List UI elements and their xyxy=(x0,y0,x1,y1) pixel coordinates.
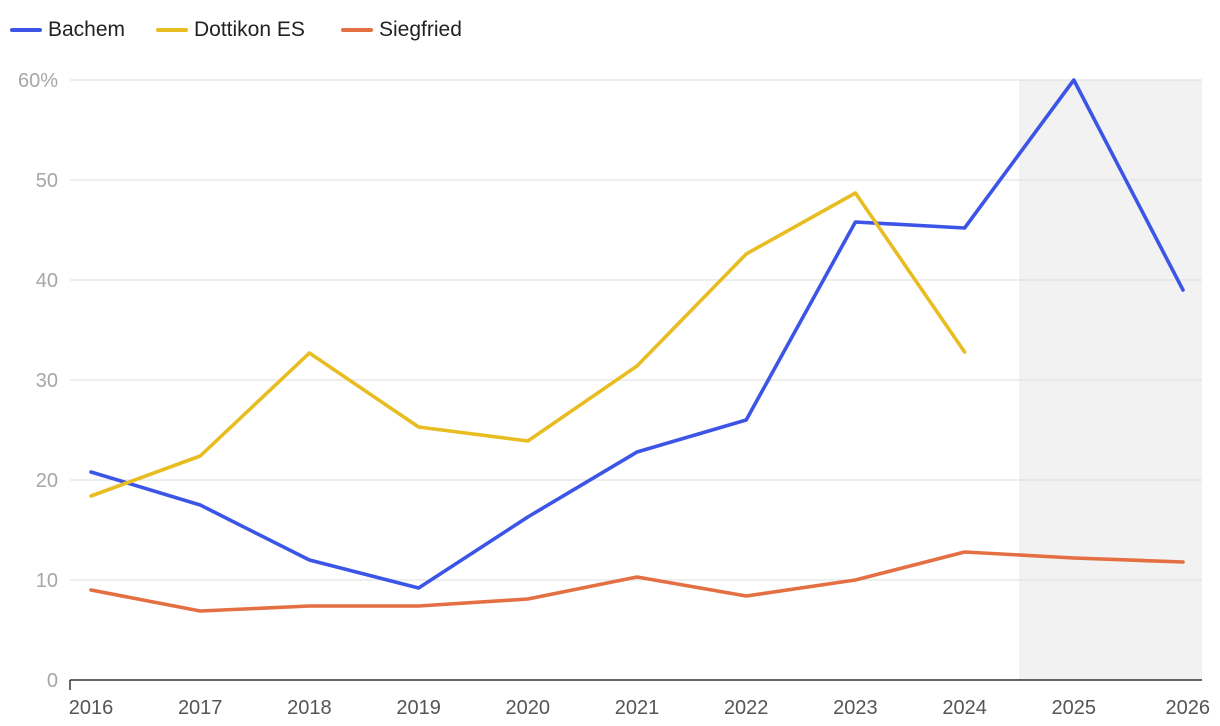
x-tick-label-2024: 2024 xyxy=(942,697,987,719)
x-tick-label-2016: 2016 xyxy=(69,697,114,719)
legend-item-siegfried[interactable]: Siegfried xyxy=(341,18,462,41)
x-tick-label-2021: 2021 xyxy=(615,697,660,719)
series-line-dottikon-es xyxy=(89,191,967,498)
x-tick-label-2023: 2023 xyxy=(833,697,878,719)
y-tick-label: 30 xyxy=(36,370,58,392)
y-tick-label: 50 xyxy=(36,170,58,192)
legend: Bachem Dottikon ES Siegfried xyxy=(10,18,462,41)
y-tick-label: 0 xyxy=(47,670,58,692)
x-tick-label-2025: 2025 xyxy=(1052,697,1097,719)
y-axis-ticks: 0 10 20 30 40 50 60% xyxy=(18,70,58,692)
legend-label-siegfried: Siegfried xyxy=(379,18,462,41)
series-lines xyxy=(89,78,1185,613)
x-tick-label-2020: 2020 xyxy=(506,697,551,719)
x-tick-label-2019: 2019 xyxy=(396,697,441,719)
x-tick-label-2018: 2018 xyxy=(287,697,332,719)
legend-item-dottikon-es[interactable]: Dottikon ES xyxy=(156,18,305,41)
y-tick-label: 20 xyxy=(36,470,58,492)
x-tick-label-2017: 2017 xyxy=(178,697,223,719)
x-axis-ticks: 2016 2017 2018 2019 2020 2021 2022 2023 2024 2025… xyxy=(69,697,1210,719)
x-tick-label-2022: 2022 xyxy=(724,697,769,719)
legend-item-bachem[interactable]: Bachem xyxy=(10,18,125,41)
y-tick-label: 10 xyxy=(36,570,58,592)
legend-label-dottikon-es: Dottikon ES xyxy=(194,18,305,41)
legend-label-bachem: Bachem xyxy=(48,18,125,41)
y-tick-label: 40 xyxy=(36,270,58,292)
grid-lines xyxy=(70,79,1202,581)
series-line-siegfried xyxy=(89,550,1185,613)
series-line-bachem xyxy=(89,78,1185,590)
x-tick-label-2026: 2026 xyxy=(1166,697,1211,719)
y-tick-label: 60% xyxy=(18,70,58,92)
